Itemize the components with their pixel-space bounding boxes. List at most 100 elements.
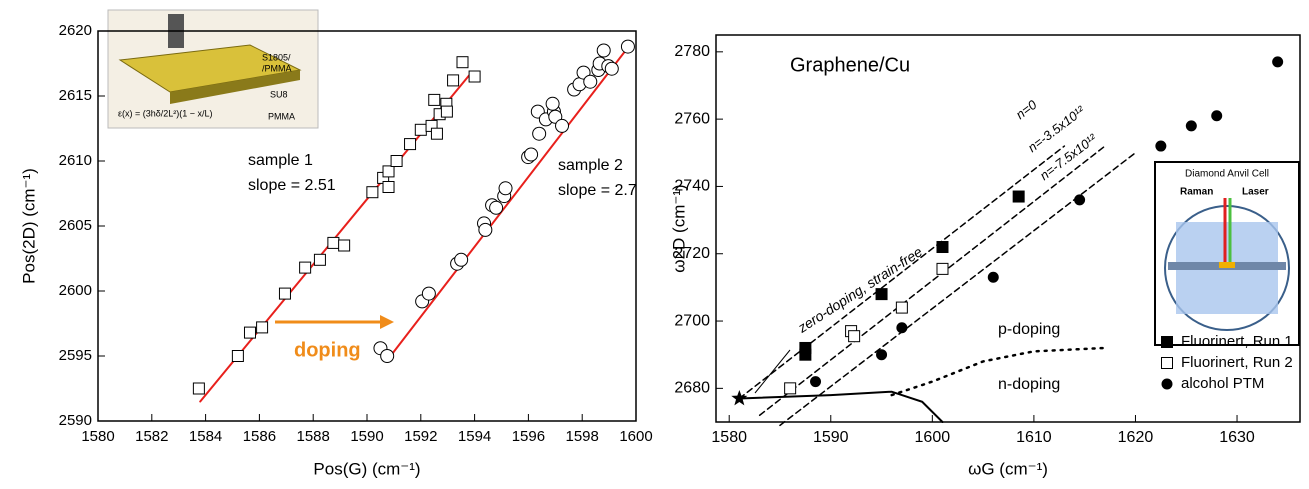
data-point — [456, 56, 469, 69]
y-tick-label: 2720 — [674, 245, 710, 262]
x-tick-label: 1592 — [404, 428, 437, 445]
pointer-arrow — [754, 349, 791, 394]
inset-label: S1805/ — [262, 52, 291, 62]
y-tick-label: 2680 — [674, 380, 710, 397]
reference-star — [731, 389, 748, 406]
x-tick-label: 1582 — [135, 428, 168, 445]
data-point — [896, 322, 908, 334]
data-point — [1272, 56, 1284, 68]
data-point — [1211, 110, 1223, 122]
y-tick-label: 2595 — [59, 347, 92, 364]
line-label: p-doping — [998, 321, 1060, 338]
inset-label: ε(x) = (3hδ/2L²)(1 − x/L) — [118, 108, 213, 118]
legend-marker — [1161, 378, 1173, 390]
x-tick-label: 1620 — [1118, 429, 1154, 446]
x-tick-label: 1594 — [458, 428, 491, 445]
annotation: slope = 2.51 — [248, 177, 336, 194]
data-point — [478, 222, 493, 237]
annotation: sample 2 — [558, 157, 623, 174]
y-axis-label: ω2D (cm⁻¹) — [669, 184, 688, 272]
data-point — [620, 39, 635, 54]
y-tick-label: 2620 — [59, 22, 92, 39]
data-point — [524, 147, 539, 162]
line-label: n=0 — [1013, 96, 1040, 122]
data-point — [382, 165, 395, 178]
y-tick-label: 2615 — [59, 87, 92, 104]
data-point — [380, 349, 395, 363]
data-point — [338, 239, 351, 252]
chart-title: Graphene/Cu — [790, 54, 910, 76]
data-point — [231, 350, 244, 362]
legend-label: alcohol PTM — [1181, 375, 1264, 392]
x-tick-label: 1584 — [189, 428, 222, 445]
cantilever-inset — [107, 9, 319, 129]
y-tick-label: 2760 — [674, 110, 710, 127]
data-point — [848, 330, 861, 343]
y-tick-label: 2700 — [674, 312, 710, 329]
line — [758, 145, 1106, 417]
data-point — [498, 181, 513, 196]
data-point — [366, 186, 379, 199]
data-point — [875, 288, 888, 301]
beam-side — [170, 70, 300, 104]
data-point — [936, 262, 949, 275]
data-point — [299, 261, 312, 274]
sample — [1219, 262, 1235, 268]
data-point — [583, 74, 598, 89]
data-point — [243, 326, 256, 339]
data-point — [327, 236, 340, 249]
inset-label: Laser — [1242, 187, 1269, 198]
line — [890, 346, 1107, 397]
y-tick-label: 2605 — [59, 217, 92, 234]
legend-marker — [1161, 336, 1173, 348]
y-axis-label: Pos(2D) (cm⁻¹) — [19, 168, 38, 284]
annotation: sample 1 — [248, 152, 313, 169]
data-point — [532, 126, 547, 141]
data-point — [1012, 190, 1025, 203]
data-point — [555, 118, 570, 133]
data-point — [430, 127, 443, 140]
data-point — [596, 43, 611, 58]
x-tick-label: 1596 — [512, 428, 545, 445]
data-point — [810, 376, 822, 388]
y-tick-label: 2780 — [674, 43, 710, 60]
data-point — [784, 382, 797, 395]
x-tick-label: 1590 — [350, 428, 383, 445]
line — [387, 43, 632, 360]
data-point — [454, 252, 469, 267]
data-point — [545, 96, 560, 111]
data-point — [1074, 194, 1086, 206]
annotation: zero-doping, strain-free — [794, 243, 925, 336]
data-point — [256, 321, 269, 334]
data-point — [390, 155, 403, 167]
dac-inset — [1154, 161, 1300, 346]
x-tick-label: 1598 — [566, 428, 599, 445]
line — [738, 390, 944, 423]
x-axis-label: Pos(G) (cm⁻¹) — [313, 459, 420, 478]
x-tick-label: 1600 — [619, 428, 652, 445]
data-point — [895, 301, 908, 314]
x-tick-label: 1610 — [1016, 429, 1052, 446]
line — [779, 152, 1137, 427]
data-point — [421, 286, 436, 301]
annotation: slope = 2.7 — [558, 182, 637, 199]
x-tick-label: 1630 — [1219, 429, 1255, 446]
data-point — [1155, 140, 1167, 152]
annotation: doping — [294, 339, 361, 361]
x-tick-label: 1590 — [813, 429, 849, 446]
data-point — [489, 200, 504, 215]
inset-label: Raman — [1180, 187, 1213, 198]
line — [738, 145, 1066, 400]
data-point — [987, 271, 999, 283]
data-point — [468, 70, 481, 83]
inset-label: Diamond Anvil Cell — [1185, 169, 1269, 180]
y-tick-label: 2600 — [59, 282, 92, 299]
arrow-head — [380, 315, 394, 329]
inset-label: /PMMA — [262, 63, 292, 73]
legend-marker — [1161, 357, 1173, 369]
data-point — [447, 74, 460, 87]
y-tick-label: 2590 — [59, 412, 92, 429]
line-label: n-doping — [998, 376, 1060, 393]
data-point — [404, 138, 417, 151]
